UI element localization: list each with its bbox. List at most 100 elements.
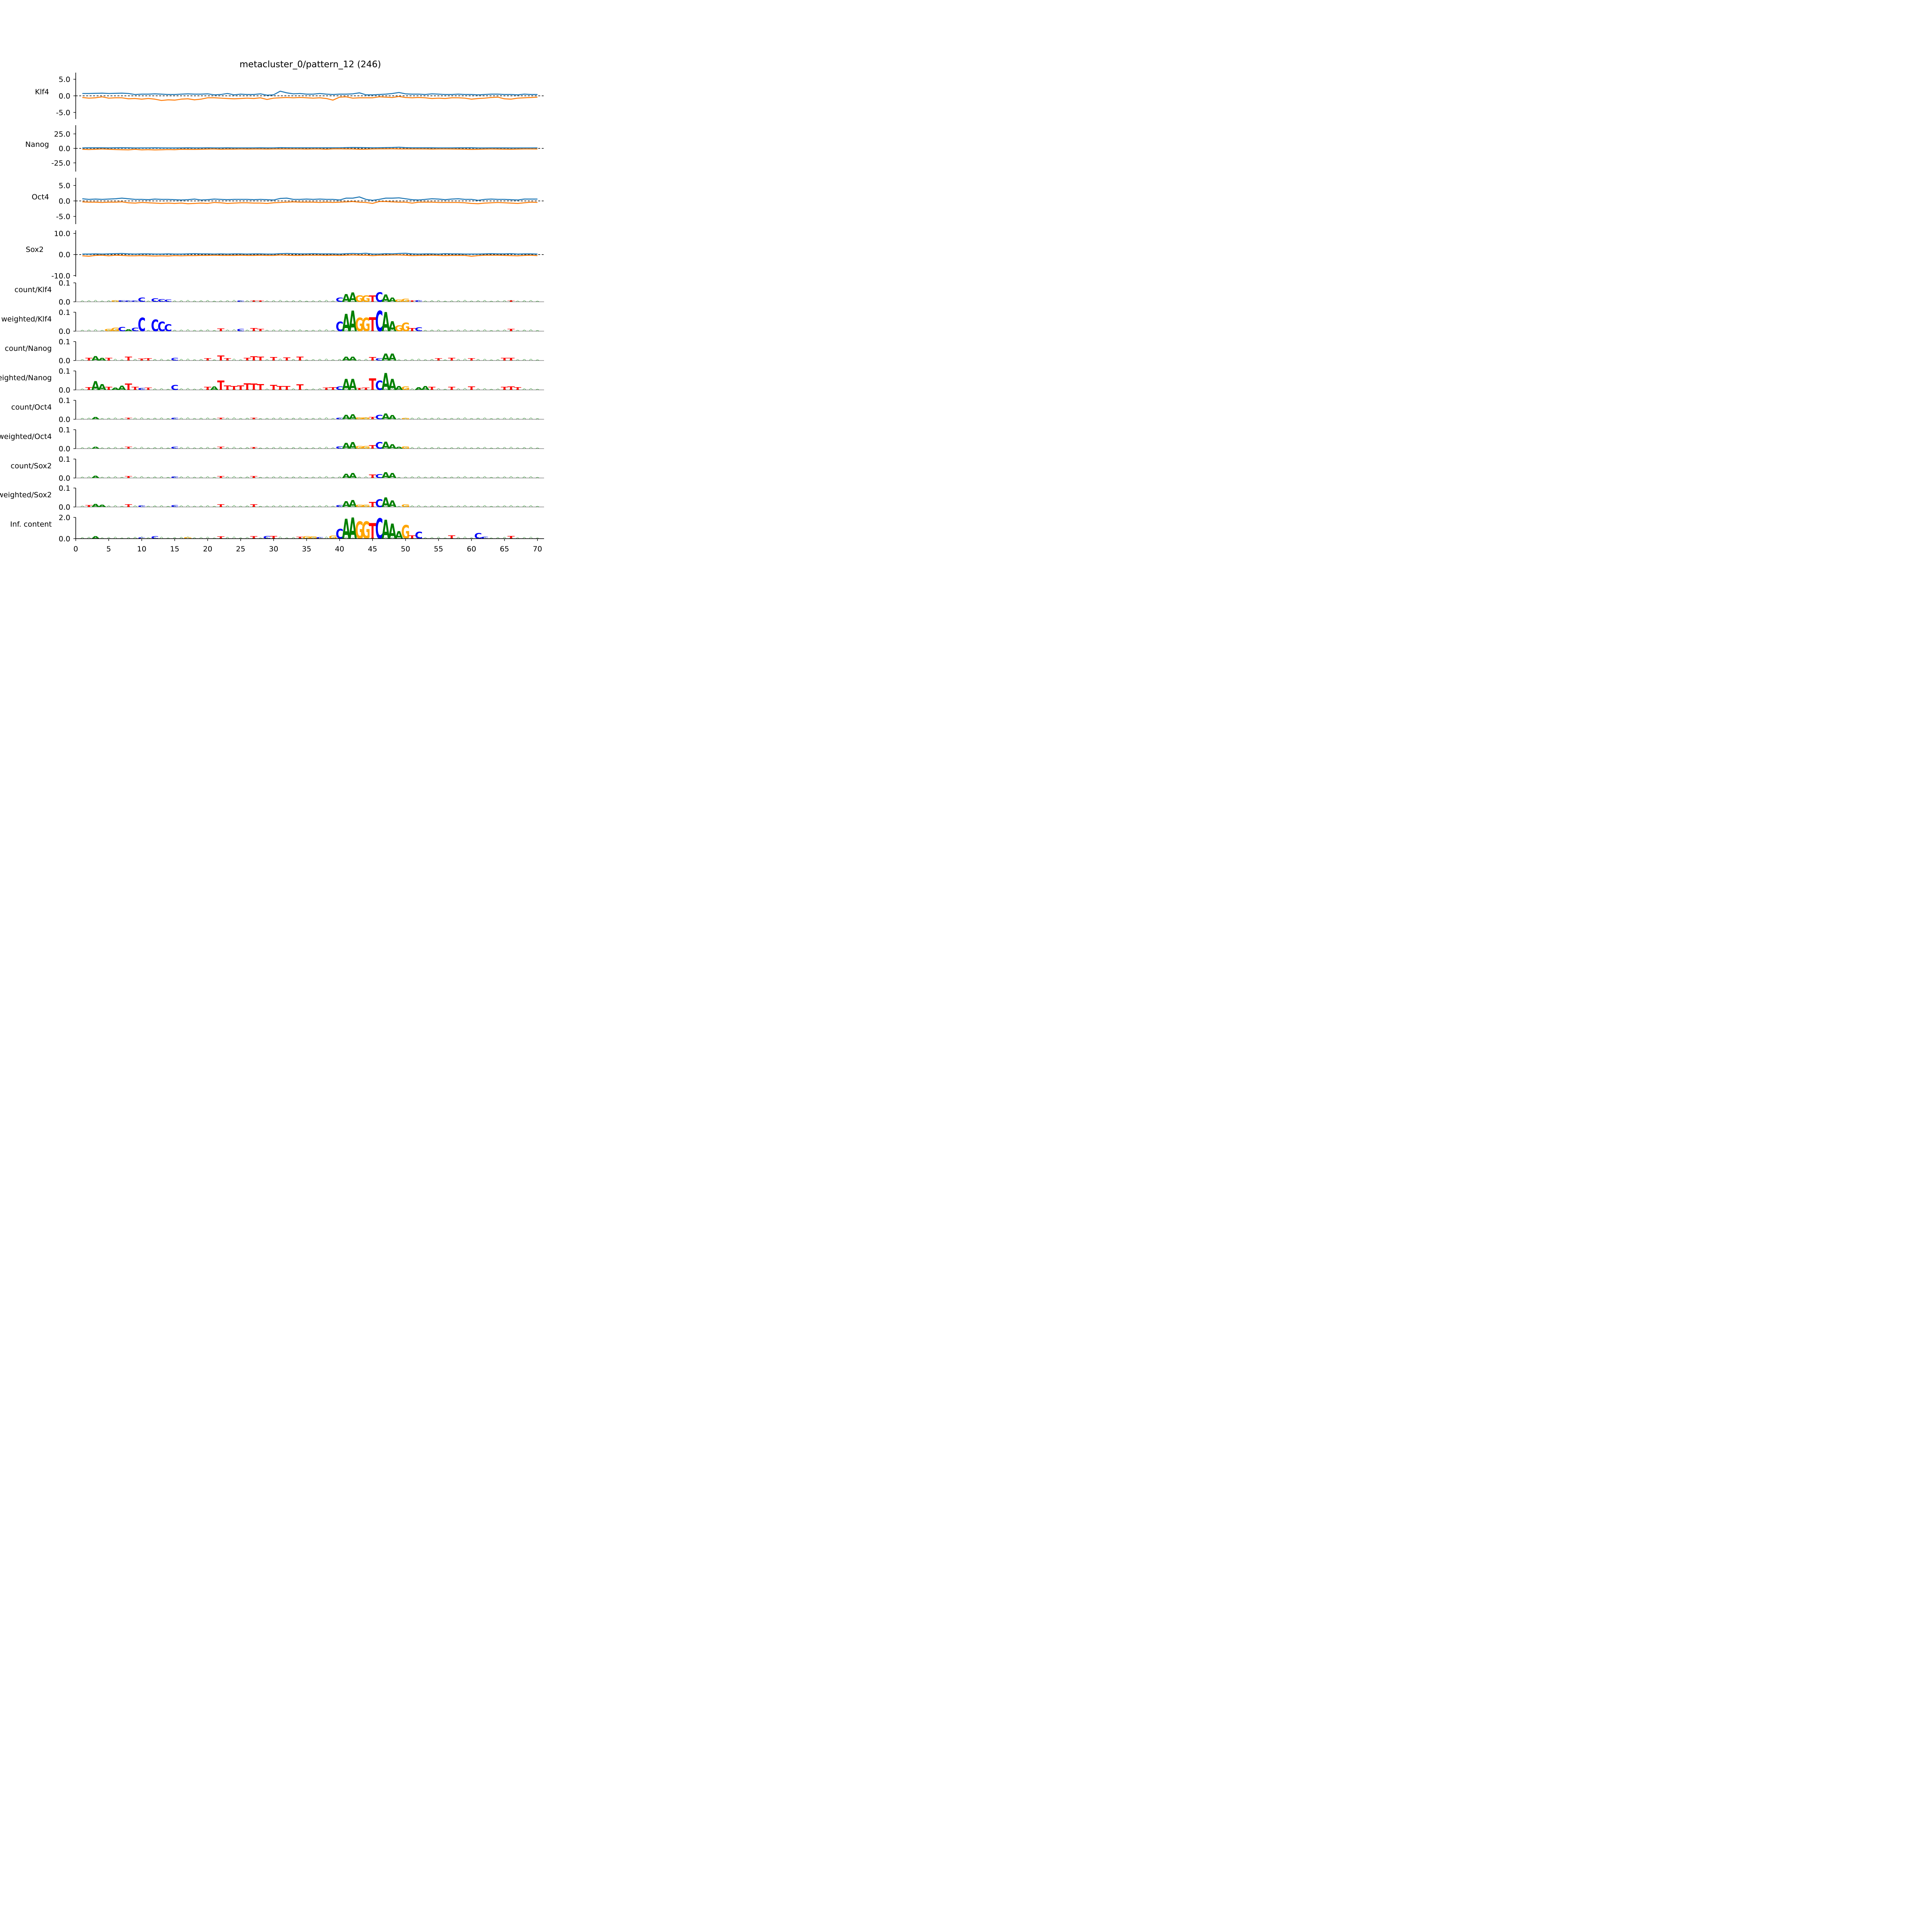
- y-tick-label: -5.0: [56, 109, 70, 117]
- logo-letter-t: T: [448, 386, 456, 391]
- logo-letter-c: C: [171, 384, 179, 392]
- panel-label: Sox2: [26, 245, 44, 254]
- background-signal: [80, 388, 539, 390]
- logo-letter-t: T: [468, 386, 475, 391]
- logo-letter-t: T: [125, 476, 132, 479]
- logo-letter-t: T: [125, 503, 132, 508]
- logo-letter-a: A: [92, 503, 100, 508]
- logo-letter-c: C: [375, 473, 383, 480]
- logo-letter-c: C: [131, 300, 139, 302]
- logo-letter-g: G: [309, 536, 318, 539]
- logo-letter-t: T: [125, 382, 132, 392]
- logo-letter-a: A: [415, 386, 423, 391]
- logo-letter-t: T: [507, 535, 515, 539]
- logo-letter-c: C: [171, 446, 179, 449]
- y-tick-label: 0.0: [59, 145, 70, 153]
- panel-label: Oct4: [32, 193, 49, 201]
- y-tick-label: 0.1: [59, 308, 70, 317]
- logo-letter-a: A: [92, 416, 100, 420]
- y-tick-label: 0.1: [59, 426, 70, 434]
- y-tick-label: 0.1: [59, 338, 70, 346]
- y-tick-label: 0.0: [59, 298, 70, 306]
- logo-letter-t: T: [243, 357, 251, 361]
- logo-letter-a: A: [92, 536, 100, 539]
- panel-label: count/Klf4: [14, 286, 52, 294]
- panel-label: Klf4: [35, 88, 49, 96]
- logo-letter-a: A: [388, 296, 397, 303]
- y-tick-label: 0.0: [59, 386, 70, 395]
- logo-letter-a: A: [342, 473, 350, 480]
- panel-sox2: 10.0 0.0 -10.0 Sox2: [26, 230, 544, 280]
- logo-letter-t: T: [270, 384, 277, 392]
- logo-letter-g: G: [401, 386, 410, 391]
- logo-letter-c: C: [138, 537, 146, 539]
- logo-letter-a: A: [388, 443, 397, 451]
- logo-letter-a: A: [124, 329, 133, 332]
- logo-letter-c: C: [237, 300, 245, 302]
- logo-letter-a: A: [388, 352, 397, 363]
- logo-letter-a: A: [349, 498, 357, 509]
- logo-letter-a: A: [92, 446, 100, 449]
- logo-letter-g: G: [104, 328, 113, 332]
- logo-letter-t: T: [217, 503, 224, 508]
- y-tick-label: 5.0: [59, 182, 70, 190]
- logo-letter-c: C: [375, 513, 383, 546]
- logo-letter-g: G: [401, 298, 410, 303]
- logo-letter-t: T: [362, 387, 370, 391]
- x-tick-label: 50: [401, 545, 410, 553]
- logo-letter-a: A: [349, 376, 357, 394]
- logo-letter-t: T: [283, 385, 291, 391]
- panel-label: weighted/Sox2: [0, 491, 52, 499]
- x-tick-label: 70: [533, 545, 542, 553]
- background-signal: [80, 505, 539, 507]
- logo-letter-c: C: [316, 537, 324, 539]
- logo-letter-a: A: [98, 504, 107, 508]
- logo-letter-a: A: [342, 293, 350, 304]
- logo-letter-c: C: [375, 414, 383, 421]
- logo-letter-g: G: [362, 294, 371, 304]
- logo-letter-c: C: [336, 296, 344, 303]
- logo-letter-t: T: [369, 376, 376, 394]
- panels: 5.0 0.0 -5.0 Klf4 25.0 0.0 -25.0 Nanog 5.0 0.0 -5.…: [0, 73, 544, 553]
- logo-letter-t: T: [369, 501, 376, 509]
- y-tick-label: -5.0: [56, 213, 70, 221]
- logo-letter-c: C: [171, 476, 179, 478]
- logo-letter-a: A: [342, 356, 350, 362]
- logo-letter-g: G: [355, 417, 364, 420]
- logo-letter-t: T: [224, 384, 231, 392]
- logo-letter-t: T: [250, 447, 258, 449]
- logo-letter-a: A: [388, 472, 396, 480]
- logo-letter-c: C: [375, 305, 383, 338]
- logo-letter-t: T: [85, 386, 93, 391]
- logo-letter-a: A: [98, 357, 106, 361]
- logo-letter-c: C: [138, 388, 146, 391]
- logo-letter-t: T: [356, 388, 363, 391]
- chart-title: metacluster_0/pattern_12 (246): [240, 60, 381, 70]
- logo-letter-a: A: [210, 386, 219, 391]
- logo-letter-c: C: [131, 327, 139, 332]
- logo-letter-t: T: [125, 417, 132, 420]
- logo-letter-c: C: [151, 536, 159, 539]
- logo-letter-t: T: [408, 327, 416, 332]
- logo-letter-g: G: [395, 324, 403, 333]
- panel-label: Nanog: [25, 140, 49, 149]
- logo-letter-t: T: [507, 328, 515, 332]
- logo-letter-t: T: [131, 386, 139, 391]
- logo-letter-c: C: [171, 417, 179, 420]
- logo-letter-t: T: [323, 387, 330, 391]
- logo-letter-t: T: [250, 300, 258, 302]
- logo-letter-t: T: [250, 382, 258, 392]
- logo-letter-t: T: [243, 381, 251, 392]
- logo-letter-t: T: [501, 386, 509, 391]
- logo-letter-a: A: [349, 305, 357, 338]
- logo-letter-g: G: [401, 503, 410, 508]
- background-signal: [80, 417, 539, 420]
- logo-letter-t: T: [85, 357, 93, 361]
- logo-letter-g: G: [362, 315, 371, 336]
- logo-letter-a: A: [421, 385, 430, 391]
- logo-letter-a: A: [349, 291, 357, 305]
- logo-letter-t: T: [296, 356, 304, 362]
